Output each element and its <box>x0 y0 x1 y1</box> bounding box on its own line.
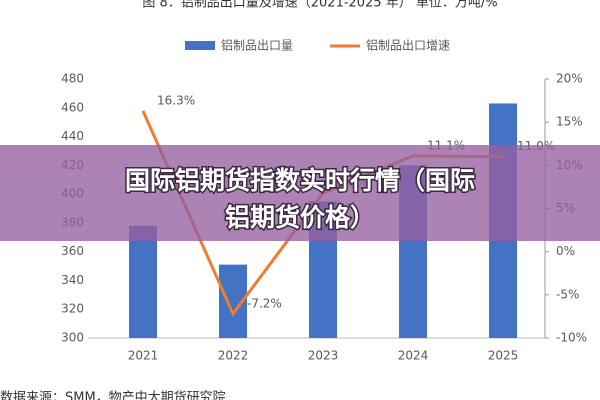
y2-tick-label: -10% <box>556 331 587 345</box>
x-tick-label: 2024 <box>398 349 429 363</box>
x-tick-label: 2025 <box>488 349 519 363</box>
x-tick-label: 2022 <box>218 349 249 363</box>
y2-tick-label: -5% <box>556 287 579 301</box>
legend-label: 铝制品出口量 <box>221 38 293 53</box>
source-note: 数据来源：SMM，物产中大期货研究院 <box>0 390 226 400</box>
overlay-text: 铝期货价格） <box>225 203 375 232</box>
data-label: -7.2% <box>247 296 282 310</box>
overlay-text: 国际铝期货指数实时行情（国际 <box>125 166 475 195</box>
y-tick-label: 480 <box>61 72 84 86</box>
x-tick-label: 2021 <box>128 349 159 363</box>
x-tick-label: 2023 <box>308 349 339 363</box>
legend-label: 铝制品出口增速 <box>366 38 450 53</box>
y2-tick-label: 20% <box>556 72 583 86</box>
y-tick-label: 360 <box>61 244 84 258</box>
overlay-banner <box>0 145 600 241</box>
y-tick-label: 460 <box>61 100 84 114</box>
y-tick-label: 440 <box>61 129 84 143</box>
bar <box>129 225 157 338</box>
y2-tick-label: 15% <box>556 115 583 129</box>
data-label: 16.3% <box>157 93 195 107</box>
y2-tick-label: 0% <box>556 244 575 258</box>
y-tick-label: 320 <box>61 302 84 316</box>
y-tick-label: 340 <box>61 273 84 287</box>
chart-title: 图 8：铝制品出口量及增速（2021-2025 年） 单位：万吨/% <box>142 0 497 11</box>
legend-swatch <box>185 41 215 50</box>
y-tick-label: 300 <box>61 331 84 345</box>
